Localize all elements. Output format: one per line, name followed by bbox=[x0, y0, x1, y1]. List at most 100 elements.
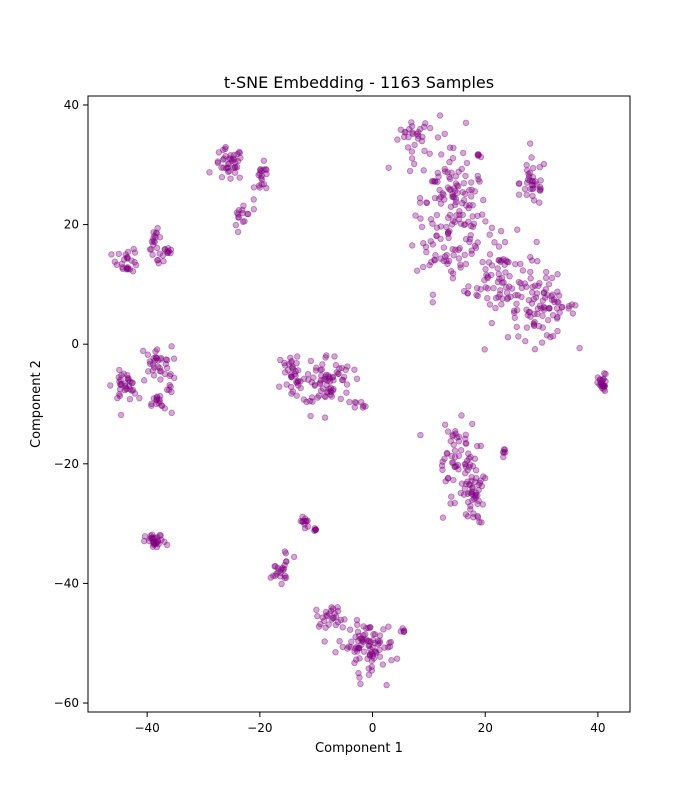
scatter-point bbox=[527, 253, 534, 261]
scatter-point bbox=[124, 255, 131, 262]
scatter-point bbox=[234, 157, 242, 165]
scatter-point bbox=[530, 322, 538, 330]
scatter-point bbox=[451, 499, 458, 507]
scatter-point bbox=[541, 304, 548, 312]
scatter-point bbox=[528, 154, 535, 161]
scatter-point bbox=[224, 168, 232, 175]
scatter-point bbox=[123, 264, 130, 272]
scatter-point bbox=[502, 257, 510, 264]
scatter-point bbox=[438, 462, 446, 469]
scatter-point bbox=[455, 433, 463, 440]
scatter-point bbox=[267, 574, 274, 581]
scatter-point bbox=[161, 246, 168, 253]
scatter-point bbox=[327, 387, 334, 395]
scatter-point bbox=[484, 294, 491, 302]
scatter-point bbox=[438, 151, 445, 158]
scatter-point bbox=[452, 430, 459, 437]
scatter-point bbox=[540, 290, 548, 297]
scatter-point bbox=[505, 258, 512, 266]
scatter-point bbox=[323, 612, 330, 619]
scatter-point bbox=[535, 323, 543, 330]
scatter-point bbox=[466, 235, 474, 243]
scatter-point bbox=[409, 129, 416, 136]
scatter-point bbox=[499, 279, 506, 286]
scatter-point bbox=[476, 479, 484, 487]
scatter-point bbox=[397, 628, 404, 635]
scatter-point bbox=[293, 379, 301, 387]
scatter-point bbox=[450, 441, 457, 449]
scatter-point bbox=[154, 537, 162, 544]
scatter-point bbox=[334, 607, 342, 615]
scatter-point bbox=[468, 250, 475, 257]
scatter-point bbox=[351, 404, 358, 411]
scatter-point bbox=[125, 376, 132, 384]
scatter-point bbox=[228, 157, 236, 165]
scatter-point bbox=[312, 526, 319, 534]
scatter-point bbox=[502, 449, 509, 456]
scatter-point bbox=[488, 262, 496, 269]
scatter-point bbox=[461, 287, 468, 295]
scatter-point bbox=[526, 169, 534, 177]
scatter-point bbox=[369, 644, 376, 651]
scatter-point bbox=[347, 644, 354, 651]
scatter-point bbox=[433, 224, 441, 231]
scatter-point bbox=[223, 165, 230, 172]
scatter-point bbox=[312, 526, 320, 533]
scatter-point bbox=[160, 257, 167, 265]
scatter-point bbox=[362, 631, 369, 638]
scatter-point bbox=[322, 354, 329, 361]
scatter-point bbox=[307, 357, 315, 365]
scatter-point bbox=[373, 649, 380, 657]
scatter-point bbox=[157, 368, 165, 375]
scatter-point bbox=[227, 155, 234, 163]
y-tick-label: 40 bbox=[64, 98, 79, 112]
scatter-point bbox=[256, 170, 263, 177]
scatter-point bbox=[358, 641, 365, 648]
scatter-point bbox=[366, 642, 373, 649]
scatter-point bbox=[322, 608, 330, 616]
scatter-point bbox=[420, 167, 427, 174]
scatter-point bbox=[458, 480, 466, 487]
scatter-point bbox=[469, 484, 476, 491]
scatter-point bbox=[488, 271, 495, 279]
scatter-point bbox=[319, 614, 326, 621]
scatter-point bbox=[601, 387, 609, 395]
scatter-point bbox=[263, 184, 270, 192]
scatter-point bbox=[468, 477, 475, 485]
scatter-point bbox=[534, 305, 542, 312]
scatter-point bbox=[347, 626, 354, 633]
scatter-point bbox=[385, 164, 392, 171]
scatter-point bbox=[371, 648, 378, 655]
scatter-point bbox=[537, 187, 544, 194]
scatter-point bbox=[278, 580, 285, 588]
scatter-point bbox=[339, 643, 346, 651]
scatter-point bbox=[549, 332, 557, 340]
scatter-point bbox=[435, 195, 443, 202]
scatter-point bbox=[150, 229, 157, 236]
scatter-point bbox=[462, 460, 469, 468]
scatter-point bbox=[523, 161, 530, 169]
scatter-point bbox=[150, 539, 157, 546]
scatter-point bbox=[495, 243, 503, 250]
scatter-point bbox=[444, 230, 452, 237]
scatter-point bbox=[514, 306, 521, 314]
scatter-point bbox=[462, 235, 470, 243]
scatter-point bbox=[297, 378, 304, 385]
scatter-point bbox=[330, 385, 337, 393]
scatter-point bbox=[431, 256, 438, 264]
scatter-point bbox=[504, 258, 511, 266]
scatter-point bbox=[236, 149, 244, 157]
scatter-point bbox=[449, 433, 456, 440]
scatter-point bbox=[343, 389, 350, 396]
scatter-point bbox=[222, 145, 229, 153]
scatter-point bbox=[287, 383, 295, 391]
scatter-point bbox=[165, 386, 173, 393]
scatter-point bbox=[158, 402, 166, 409]
scatter-point bbox=[124, 264, 131, 271]
scatter-point bbox=[441, 196, 448, 203]
scatter-point bbox=[511, 309, 518, 316]
scatter-point bbox=[326, 610, 333, 617]
scatter-point bbox=[488, 224, 496, 232]
x-tick-label: −40 bbox=[134, 721, 159, 735]
scatter-point bbox=[441, 168, 449, 175]
